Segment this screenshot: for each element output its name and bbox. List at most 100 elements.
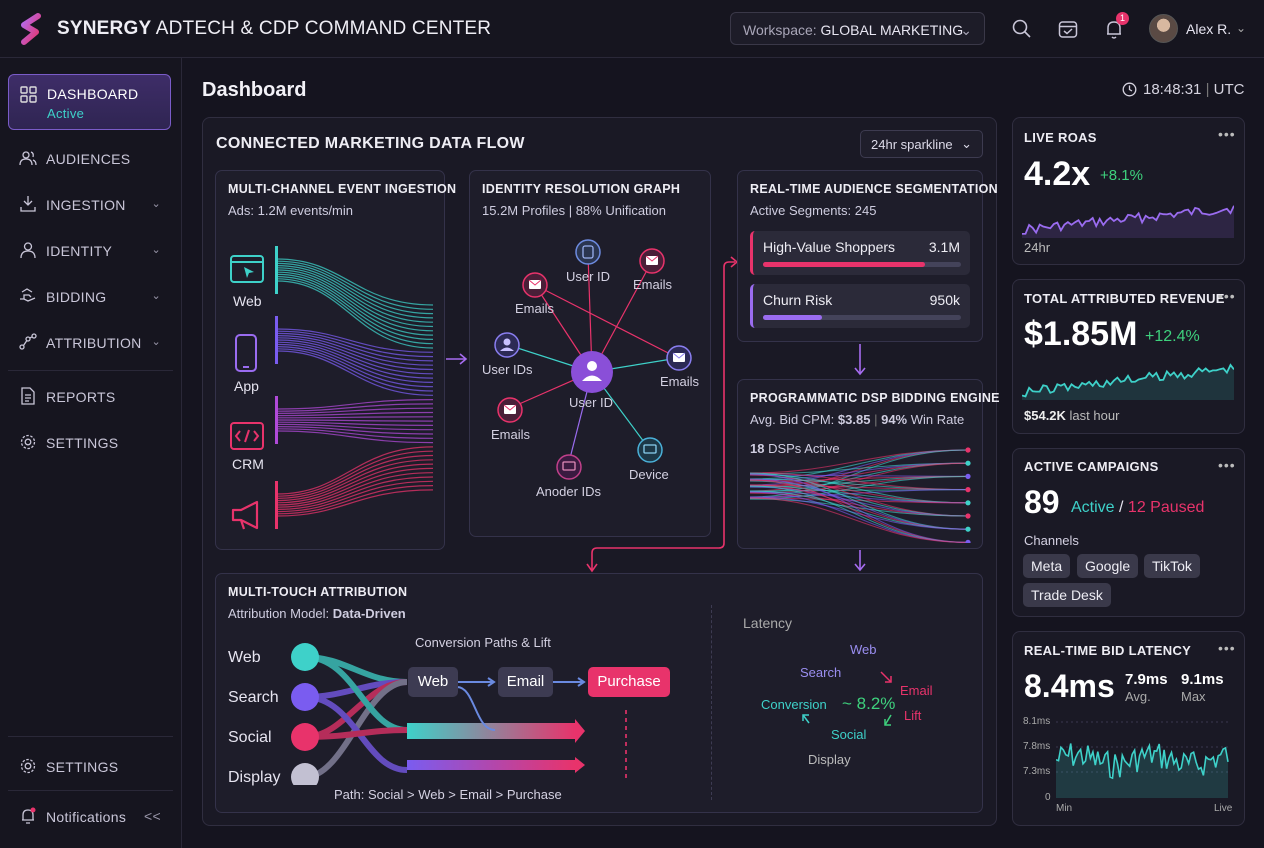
search-icon[interactable]	[1011, 18, 1033, 40]
x-tick: Min	[1056, 803, 1073, 814]
sparkline-range-select[interactable]: 24hr sparkline ⌄	[860, 130, 983, 158]
sparkline-line	[1022, 205, 1234, 235]
channel-chip[interactable]: Meta	[1023, 554, 1071, 578]
chevron-down-icon: ⌄	[151, 244, 161, 256]
gear-icon	[20, 434, 36, 450]
segment-progress	[763, 262, 961, 267]
notification-badge: 1	[1116, 12, 1129, 25]
path-step-web[interactable]: Web	[408, 667, 458, 697]
sidebar-item-label: BIDDING	[46, 289, 107, 305]
app-title: SYNERGY ADTECH & CDP COMMAND CENTER	[57, 18, 492, 39]
sidebar-bottom-settings[interactable]: SETTINGS	[8, 747, 171, 787]
sidebar-item-dashboard[interactable]: DASHBOARD Active	[8, 74, 171, 130]
sidebar-item-label: ATTRIBUTION	[46, 335, 142, 351]
y-tick: 7.3ms	[1023, 766, 1051, 777]
channel-label: Web	[228, 649, 261, 666]
ingest-stream-line	[276, 463, 434, 504]
channel-label: Display	[228, 769, 281, 786]
dsp-stream-line	[750, 449, 969, 498]
node-label: User IDs	[482, 362, 533, 377]
cycle-label: Lift	[904, 708, 922, 723]
ingest-stream-line	[276, 454, 434, 499]
cycle-label: Web	[850, 642, 877, 657]
ingest-stream-line	[276, 280, 434, 349]
page-title: Dashboard	[202, 79, 307, 101]
document-icon	[21, 387, 35, 405]
sidebar-item-bidding[interactable]: BIDDING ⌄	[8, 277, 171, 317]
ingest-stream-line	[276, 339, 434, 375]
ingest-stream-line	[276, 480, 434, 513]
ingest-stream-line	[276, 271, 434, 332]
sidebar-item-label: REPORTS	[46, 389, 116, 405]
node-label: User ID	[566, 269, 611, 284]
ingest-source-bar	[275, 481, 278, 529]
kpi-title: ACTIVE CAMPAIGNS	[1024, 459, 1159, 474]
arrow-down-icon	[854, 550, 866, 572]
calendar-icon[interactable]	[1057, 18, 1079, 40]
ingest-stream-line	[276, 332, 434, 362]
dsp-bid-streams	[750, 447, 971, 543]
path-step-email[interactable]: Email	[498, 667, 553, 697]
chevron-down-icon: ⌄	[961, 136, 972, 151]
synergy-logo	[21, 13, 41, 45]
collapse-sidebar-icon[interactable]: <<	[144, 808, 161, 824]
channel-chip[interactable]: TikTok	[1144, 554, 1200, 578]
kpi-delta: +8.1%	[1100, 167, 1143, 184]
sidebar-item-audiences[interactable]: AUDIENCES	[8, 139, 171, 179]
ingest-stream-line	[276, 273, 434, 336]
more-options-icon[interactable]: •••	[1218, 640, 1236, 656]
sidebar-item-attribution[interactable]: ATTRIBUTION ⌄	[8, 323, 171, 363]
avatar[interactable]	[1149, 14, 1178, 43]
ingest-stream-line	[276, 419, 434, 422]
card-title: REAL-TIME AUDIENCE SEGMENTATION	[750, 182, 998, 196]
dsp-stream-line	[750, 496, 969, 530]
identity-graph	[494, 239, 692, 480]
workspace-select[interactable]: Workspace: GLOBAL MARKETING ⌄	[730, 12, 985, 45]
dsp-stream-line	[750, 497, 969, 543]
user-name[interactable]: Alex R.	[1186, 21, 1232, 37]
ingest-stream-line	[276, 278, 434, 345]
latency-avg-label: Avg.	[1125, 689, 1151, 704]
ingest-source-bar	[275, 316, 278, 364]
kpi-value: $1.85M	[1024, 315, 1138, 353]
channel-chip[interactable]: Trade Desk	[1023, 583, 1111, 607]
channels-label: Channels	[1024, 533, 1079, 548]
sidebar-item-settings[interactable]: SETTINGS	[8, 423, 171, 463]
purchase-dashed-line	[625, 710, 627, 780]
path-summary: Path: Social > Web > Email > Purchase	[334, 787, 562, 802]
card-title: PROGRAMMATIC DSP BIDDING ENGINE	[750, 391, 1000, 405]
sidebar-notifications[interactable]: Notifications <<	[8, 797, 171, 837]
segment-item[interactable]: High-Value Shoppers 3.1M	[750, 231, 970, 275]
users-icon	[19, 151, 37, 166]
segment-item[interactable]: Churn Risk 950k	[750, 284, 970, 328]
card-subtitle: Avg. Bid CPM: $3.85 | 94% Win Rate	[750, 412, 965, 427]
ingest-stream-line	[276, 472, 434, 508]
attribution-nodes-icon	[19, 333, 37, 350]
segment-progress	[763, 315, 961, 320]
sidebar-item-identity[interactable]: IDENTITY ⌄	[8, 231, 171, 271]
channel-label: Social	[228, 729, 272, 746]
campaign-status: Active / 12 Paused	[1071, 499, 1205, 516]
ingest-stream-line	[276, 267, 434, 323]
node-label: Device	[629, 467, 669, 482]
ingest-source-bar	[275, 396, 278, 444]
ingest-stream-line	[276, 350, 434, 396]
more-options-icon[interactable]: •••	[1218, 126, 1236, 142]
x-tick: Live	[1214, 803, 1233, 814]
bell-icon[interactable]	[1103, 18, 1125, 40]
sidebar-item-reports[interactable]: REPORTS	[8, 377, 171, 417]
more-options-icon[interactable]: •••	[1218, 457, 1236, 473]
ingest-stream-line	[276, 330, 434, 358]
sidebar-item-ingestion[interactable]: INGESTION ⌄	[8, 185, 171, 225]
more-options-icon[interactable]: •••	[1218, 288, 1236, 304]
ingest-stream-line	[276, 346, 434, 388]
path-step-purchase[interactable]: Purchase	[588, 667, 670, 697]
section-divider	[711, 605, 712, 800]
chevron-down-icon[interactable]: ⌄	[1236, 21, 1247, 35]
sidebar-item-status: Active	[47, 106, 85, 121]
flow-connector-arrows	[586, 256, 739, 573]
latency-area	[1056, 743, 1228, 798]
revenue-sparkline	[1022, 363, 1234, 400]
ingest-stream-line	[276, 421, 434, 426]
channel-chip[interactable]: Google	[1077, 554, 1139, 578]
